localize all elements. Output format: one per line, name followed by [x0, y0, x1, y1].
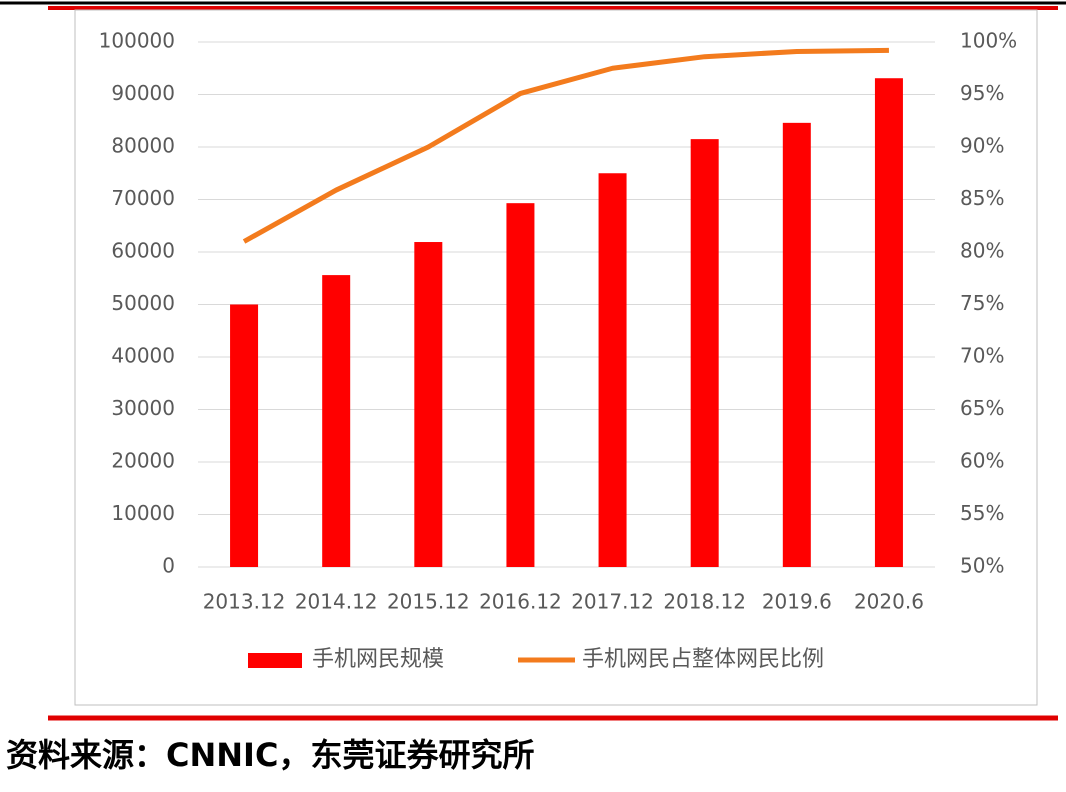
- y-tick-label: 10000: [111, 501, 175, 525]
- y2-tick-label: 65%: [960, 396, 1004, 420]
- x-tick-label: 2018.12: [663, 590, 746, 614]
- bar: [782, 122, 811, 567]
- y2-tick-label: 80%: [960, 239, 1004, 263]
- x-tick-label: 2016.12: [479, 590, 562, 614]
- bar: [230, 304, 259, 567]
- y2-tick-label: 55%: [960, 501, 1004, 525]
- x-tick-label: 2013.12: [203, 590, 286, 614]
- y2-tick-label: 70%: [960, 344, 1004, 368]
- y-tick-label: 90000: [111, 81, 175, 105]
- legend-swatch: [248, 653, 302, 668]
- y-tick-label: 60000: [111, 239, 175, 263]
- y-tick-label: 20000: [111, 449, 175, 473]
- legend-label: 手机网民规模: [312, 647, 444, 672]
- x-tick-label: 2019.6: [762, 590, 832, 614]
- y-tick-label: 70000: [111, 186, 175, 210]
- y2-tick-label: 50%: [960, 554, 1004, 578]
- y2-tick-label: 60%: [960, 449, 1004, 473]
- chart-frame: [74, 9, 1038, 706]
- y-tick-label: 80000: [111, 134, 175, 158]
- y-tick-label: 30000: [111, 396, 175, 420]
- y2-tick-label: 90%: [960, 134, 1004, 158]
- source: 资料来源：CNNIC，东莞证券研究所: [6, 736, 534, 774]
- x-tick-label: 2015.12: [387, 590, 470, 614]
- y2-tick-label: 95%: [960, 81, 1004, 105]
- bar: [506, 203, 535, 568]
- bar: [690, 139, 719, 567]
- x-tick-label: 2014.12: [295, 590, 378, 614]
- y-tick-label: 100000: [99, 29, 175, 53]
- legend-label: 手机网民占整体网民比例: [582, 647, 824, 672]
- x-tick-label: 2017.12: [571, 590, 654, 614]
- y2-tick-label: 85%: [960, 186, 1004, 210]
- y-tick-label: 0: [162, 554, 175, 578]
- bar: [414, 242, 443, 567]
- line: [242, 47, 889, 244]
- bar: [322, 275, 351, 567]
- bar: [598, 173, 627, 567]
- y2-tick-label: 100%: [960, 29, 1017, 53]
- y-tick-label: 50000: [111, 291, 175, 315]
- x-tick-label: 2020.6: [854, 590, 924, 614]
- y-tick-label: 40000: [111, 344, 175, 368]
- y2-tick-label: 75%: [960, 291, 1004, 315]
- bar: [874, 78, 903, 567]
